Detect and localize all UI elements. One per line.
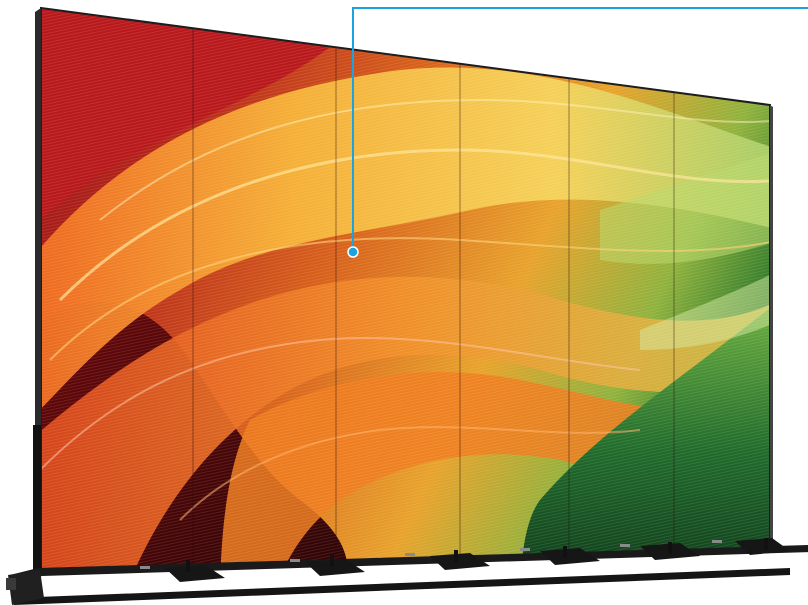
callout-dot — [347, 246, 359, 258]
callout-pointer — [347, 7, 808, 258]
floor-stand — [6, 425, 808, 605]
